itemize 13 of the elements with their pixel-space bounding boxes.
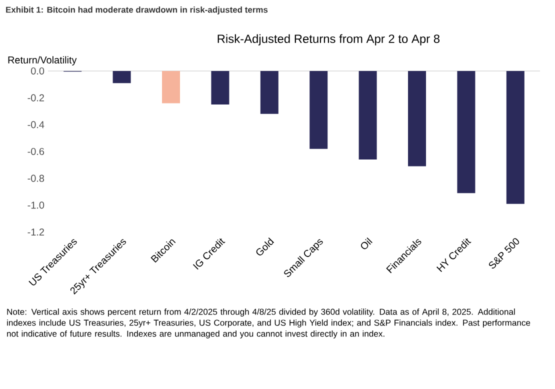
y-tick-label: -1.0 <box>28 202 44 209</box>
y-tick-label: -1.2 <box>28 228 44 236</box>
chart-title: Exhibit 1: Bitcoin had moderate drawdown in risk-adjusted terms <box>6 6 268 14</box>
y-tick-label: -0.8 <box>28 174 44 182</box>
text: Note: Vertical axis shows percent return from 4/2/2025 through 4/8/25 divided by 360d volatility. Data as of April 8, 2025. Additional indexes include US Treasuries, 25yr+ Treasuries, US Corporate, and US High Yield index; and S&P Financials index. Past performance not indicative of future results. Indexes are unmanaged and you cannot invest directly in an index. <box>7 308 530 338</box>
y-tick-label: -0.6 <box>28 148 44 156</box>
y-tick-label: -0.2 <box>28 94 44 102</box>
y-tick-label: -0.4 <box>28 121 44 128</box>
chart-subtitle: Risk-Adjusted Returns from Apr 2 to Apr 8 <box>218 34 440 46</box>
y-tick-label: 0.0 <box>31 67 44 75</box>
y-axis-title: Return/Volatility <box>8 56 77 66</box>
x-tick-label: S&P 500 <box>488 238 520 269</box>
x-tick-label: Oil <box>361 237 372 250</box>
